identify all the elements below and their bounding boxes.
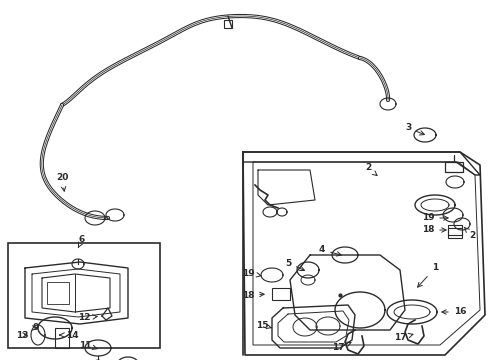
Text: 4: 4 — [318, 246, 341, 256]
Bar — [55, 328, 69, 348]
Text: 17: 17 — [331, 342, 350, 352]
Text: 10: 10 — [0, 359, 1, 360]
Text: 8: 8 — [0, 359, 1, 360]
Text: 20: 20 — [56, 174, 68, 191]
Text: 17: 17 — [393, 333, 412, 342]
Text: 6: 6 — [78, 235, 85, 247]
Text: 13: 13 — [16, 330, 28, 339]
Text: 3: 3 — [404, 123, 424, 135]
Text: 2: 2 — [364, 163, 376, 176]
Bar — [444, 162, 462, 172]
Text: 11: 11 — [79, 341, 97, 350]
Text: 14: 14 — [60, 330, 78, 339]
Text: 16: 16 — [441, 307, 465, 316]
Text: 1: 1 — [417, 264, 437, 287]
Text: 15: 15 — [255, 320, 271, 329]
Text: 5: 5 — [285, 258, 304, 271]
Bar — [447, 228, 461, 238]
Bar — [271, 288, 289, 300]
Bar — [224, 20, 231, 28]
Text: 18: 18 — [241, 291, 264, 300]
Text: 18: 18 — [421, 225, 445, 234]
Text: 12: 12 — [78, 314, 97, 323]
Text: 9: 9 — [32, 324, 39, 333]
Bar — [447, 225, 461, 235]
Text: 19: 19 — [421, 213, 447, 222]
Text: 19: 19 — [241, 269, 261, 278]
Text: 7: 7 — [0, 359, 1, 360]
Bar — [47, 282, 69, 304]
Bar — [8, 243, 160, 348]
Text: 2: 2 — [463, 227, 474, 239]
